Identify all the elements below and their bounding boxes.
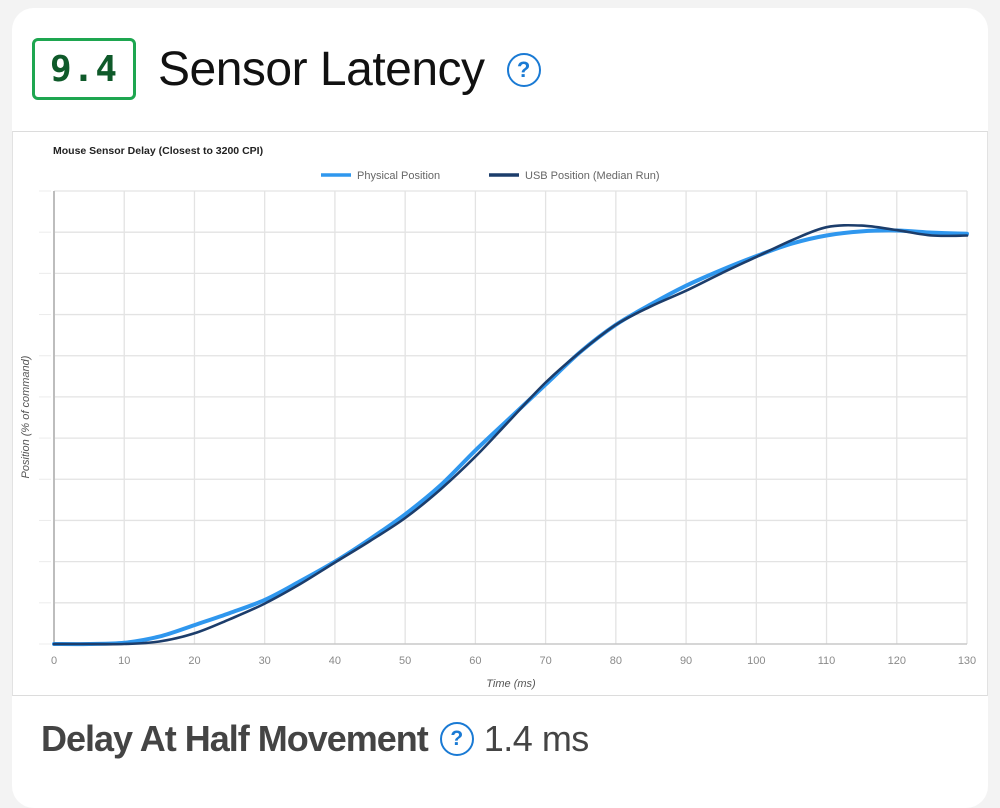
legend-label-physical: Physical Position bbox=[357, 170, 440, 182]
x-tick-label: 0 bbox=[51, 655, 57, 667]
line-chart: Mouse Sensor Delay (Closest to 3200 CPI)… bbox=[20, 145, 976, 690]
x-tick-label: 80 bbox=[610, 655, 622, 667]
x-tick-label: 20 bbox=[188, 655, 200, 667]
legend-label-usb: USB Position (Median Run) bbox=[525, 170, 660, 182]
y-axis-ticks bbox=[39, 190, 51, 645]
metric-value: 1.4 ms bbox=[483, 718, 590, 759]
metric-row: Delay At Half Movement ? 1.4 ms bbox=[41, 714, 589, 764]
metric-label: Delay At Half Movement bbox=[41, 718, 429, 759]
x-tick-label: 70 bbox=[539, 655, 551, 667]
chart-title: Mouse Sensor Delay (Closest to 3200 CPI) bbox=[53, 145, 263, 157]
x-tick-label: 50 bbox=[399, 655, 411, 667]
x-tick-label: 100 bbox=[747, 655, 765, 667]
x-axis-ticks: 0 10 20 30 40 50 60 70 80 90 100 110 120 130 bbox=[51, 655, 976, 667]
x-tick-label: 120 bbox=[888, 655, 906, 667]
x-axis-label: Time (ms) bbox=[486, 678, 536, 690]
chart-container: Mouse Sensor Delay (Closest to 3200 CPI)… bbox=[12, 131, 988, 696]
x-tick-label: 10 bbox=[118, 655, 130, 667]
chart-legend: Physical Position USB Position (Median R… bbox=[321, 170, 660, 182]
x-tick-label: 30 bbox=[259, 655, 271, 667]
x-tick-label: 110 bbox=[818, 655, 836, 667]
x-tick-label: 40 bbox=[329, 655, 341, 667]
series-line-physical-position bbox=[52, 228, 969, 647]
series-line-usb-position bbox=[52, 223, 969, 646]
x-tick-label: 130 bbox=[958, 655, 976, 667]
x-tick-label: 90 bbox=[680, 655, 692, 667]
card-title: Sensor Latency bbox=[158, 42, 485, 96]
chart-grid bbox=[54, 190, 968, 644]
score-badge: 9.4 bbox=[32, 38, 136, 100]
x-tick-label: 60 bbox=[469, 655, 481, 667]
y-axis-label: Position (% of command) bbox=[20, 355, 32, 478]
question-circle-icon[interactable]: ? bbox=[439, 722, 474, 756]
question-circle-icon[interactable]: ? bbox=[506, 53, 541, 87]
card-header: 9.4 Sensor Latency ? bbox=[32, 36, 541, 102]
sensor-latency-card: 9.4 Sensor Latency ? Mouse Sensor Delay … bbox=[12, 8, 988, 808]
